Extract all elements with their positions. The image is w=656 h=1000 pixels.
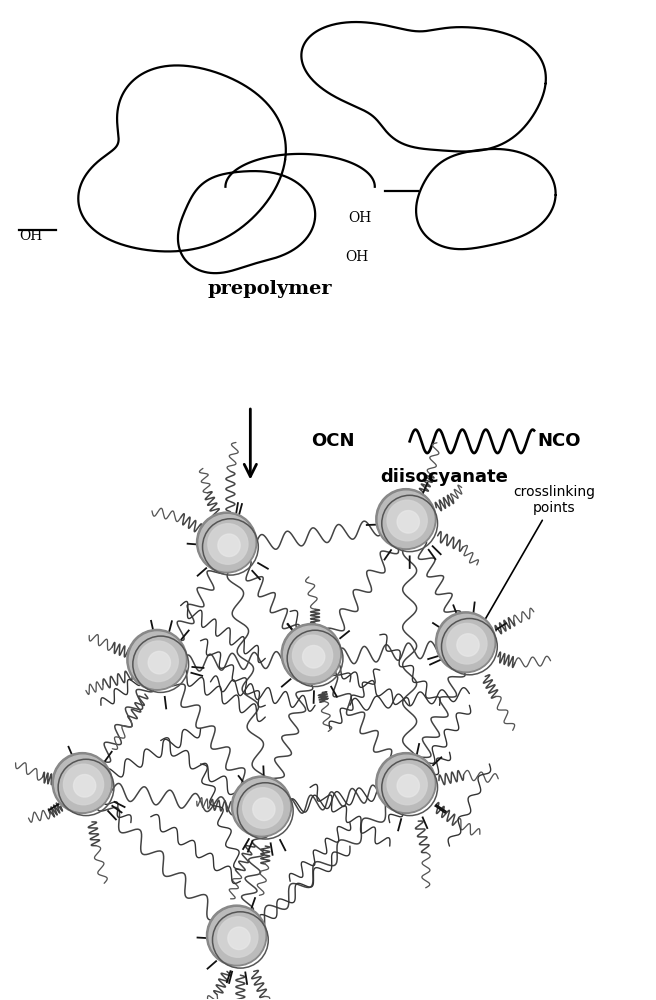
Ellipse shape — [387, 764, 427, 805]
Ellipse shape — [197, 512, 256, 573]
Ellipse shape — [379, 491, 434, 548]
Ellipse shape — [218, 917, 258, 957]
Ellipse shape — [208, 524, 248, 564]
Ellipse shape — [207, 905, 267, 966]
Text: OCN: OCN — [312, 432, 355, 450]
Ellipse shape — [228, 927, 250, 950]
Ellipse shape — [54, 755, 110, 811]
Ellipse shape — [387, 500, 427, 541]
Ellipse shape — [218, 534, 240, 557]
Ellipse shape — [138, 641, 178, 682]
Text: diisocyanate: diisocyanate — [380, 468, 508, 486]
Ellipse shape — [253, 798, 275, 821]
Ellipse shape — [379, 755, 434, 811]
Ellipse shape — [293, 635, 333, 676]
Ellipse shape — [376, 753, 436, 813]
Ellipse shape — [397, 775, 419, 797]
Text: prepolymer: prepolymer — [208, 280, 333, 298]
Text: OH: OH — [348, 211, 371, 225]
Ellipse shape — [64, 764, 104, 805]
Ellipse shape — [243, 788, 283, 828]
Ellipse shape — [232, 776, 292, 837]
Ellipse shape — [234, 779, 290, 835]
Text: OH: OH — [19, 229, 43, 243]
Ellipse shape — [397, 511, 419, 533]
Ellipse shape — [209, 908, 265, 964]
Ellipse shape — [457, 634, 479, 656]
Ellipse shape — [302, 645, 325, 668]
Ellipse shape — [127, 629, 187, 690]
Ellipse shape — [438, 614, 494, 671]
Text: crosslinking
points: crosslinking points — [472, 485, 595, 643]
Ellipse shape — [129, 632, 185, 688]
Ellipse shape — [447, 623, 487, 664]
Ellipse shape — [436, 612, 496, 673]
Ellipse shape — [52, 753, 112, 813]
Ellipse shape — [73, 775, 96, 797]
Ellipse shape — [283, 626, 339, 682]
Ellipse shape — [148, 651, 171, 674]
Ellipse shape — [281, 624, 341, 684]
Ellipse shape — [376, 489, 436, 549]
Text: OH: OH — [345, 250, 368, 264]
Text: NCO: NCO — [537, 432, 581, 450]
Ellipse shape — [199, 515, 255, 571]
